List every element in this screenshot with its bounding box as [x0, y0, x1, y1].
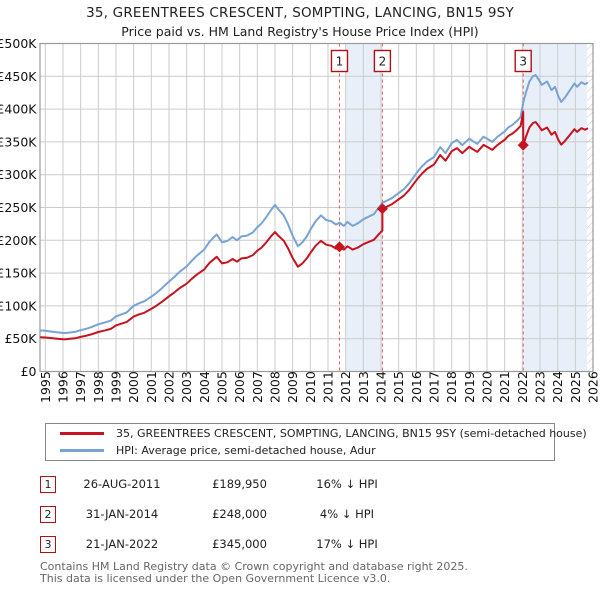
x-axis-label: 2021 — [497, 371, 512, 403]
y-axis-label: £0 — [21, 364, 37, 379]
y-axis-label: £450K — [0, 69, 37, 84]
sale-point-marker — [333, 241, 345, 253]
legend-label-price-paid: 35, GREENTREES CRESCENT, SOMPTING, LANCI… — [116, 427, 587, 440]
x-axis-label: 2013 — [356, 371, 371, 403]
plot-border — [39, 42, 594, 373]
page-subtitle: Price paid vs. HM Land Registry's House … — [121, 24, 479, 39]
x-axis-label: 1998 — [91, 371, 106, 403]
price-line-swatch — [60, 432, 104, 435]
y-axis-label: £50K — [4, 331, 37, 346]
sale-marker-number: 2 — [379, 55, 387, 69]
sale-marker-box — [373, 49, 392, 73]
y-axis-label: £300K — [0, 167, 37, 182]
x-axis-label: 2009 — [285, 371, 300, 403]
legend-label-hpi: HPI: Average price, semi-detached house,… — [116, 444, 376, 457]
transaction-date: 31-JAN-2014 — [85, 507, 159, 521]
transaction-hpi-delta: 17% ↓ HPI — [316, 537, 378, 551]
x-axis-label: 2005 — [214, 371, 229, 403]
sale-point-marker — [376, 203, 388, 215]
x-axis-label: 2019 — [462, 371, 477, 403]
y-axis-label: £400K — [0, 102, 37, 117]
x-axis-label: 2000 — [126, 371, 141, 403]
x-axis-label: 2026 — [586, 371, 600, 403]
transaction-price: £248,000 — [212, 507, 267, 521]
transaction-row-2: 2 31-JAN-2014 £248,000 4% ↓ HPI — [40, 499, 560, 529]
transaction-number-badge: 1 — [40, 475, 56, 493]
transaction-price: £189,950 — [212, 477, 267, 491]
footer-line-2: This data is licensed under the Open Gov… — [40, 572, 391, 585]
x-axis-label: 2015 — [391, 371, 406, 403]
x-axis-label: 2001 — [144, 371, 159, 403]
hpi-line-swatch — [60, 449, 104, 452]
y-axis-label: £350K — [0, 134, 37, 149]
transaction-price: £345,000 — [212, 537, 267, 551]
transaction-number-badge: 3 — [40, 535, 56, 553]
footer-line-1: Contains HM Land Registry data © Crown c… — [40, 560, 468, 573]
x-axis-label: 1996 — [55, 371, 70, 403]
transactions-table: 1 26-AUG-2011 £189,950 16% ↓ HPI 2 31-JA… — [40, 469, 560, 559]
transaction-date: 21-JAN-2022 — [85, 537, 159, 551]
transaction-row-1: 1 26-AUG-2011 £189,950 16% ↓ HPI — [40, 469, 560, 499]
x-axis-label: 1997 — [73, 371, 88, 403]
sale-marker-box — [330, 49, 349, 73]
x-axis-label: 2007 — [250, 371, 265, 403]
x-axis-label: 1999 — [108, 371, 123, 403]
x-axis-label: 2008 — [267, 371, 282, 403]
y-axis-label: £150K — [0, 266, 37, 281]
sale-marker-number: 1 — [336, 55, 344, 69]
sale-marker-box — [514, 49, 532, 73]
x-axis-label: 2014 — [373, 371, 388, 403]
x-axis-label: 2025 — [568, 371, 583, 403]
x-axis-label: 2011 — [320, 371, 335, 403]
page-title: 35, GREENTREES CRESCENT, SOMPTING, LANCI… — [86, 5, 514, 21]
legend-row-hpi: HPI: Average price, semi-detached house,… — [46, 443, 554, 458]
x-axis-label: 2010 — [303, 371, 318, 403]
transaction-number-badge: 2 — [40, 505, 56, 523]
legend-row-price-paid: 35, GREENTREES CRESCENT, SOMPTING, LANCI… — [46, 426, 587, 441]
x-axis-label: 2012 — [338, 371, 353, 403]
y-axis-label: £250K — [0, 200, 37, 215]
transaction-hpi-delta: 4% ↓ HPI — [319, 507, 375, 521]
transaction-date: 26-AUG-2011 — [83, 477, 161, 491]
hpi-line — [39, 74, 589, 335]
x-axis-label: 2018 — [444, 371, 459, 403]
y-axis-label: £200K — [0, 233, 37, 248]
sale-point-marker — [517, 139, 529, 151]
price-chart-canvas: 1 2 3 £0 £50K £100K £150K £200K £250K £300K £350K £… — [0, 36, 600, 403]
x-axis-label: 2003 — [179, 371, 194, 403]
x-axis-label: 2020 — [479, 371, 494, 403]
y-axis-label: £500K — [0, 36, 37, 51]
transaction-hpi-delta: 16% ↓ HPI — [316, 477, 378, 491]
license-footer: Contains HM Land Registry data © Crown c… — [40, 561, 468, 585]
x-axis-label: 2006 — [232, 371, 247, 403]
x-axis-label: 2024 — [550, 371, 565, 403]
x-axis-label: 2004 — [197, 371, 212, 403]
x-axis-label: 2017 — [426, 371, 441, 403]
x-axis-label: 2022 — [515, 371, 530, 403]
chart-legend: 35, GREENTREES CRESCENT, SOMPTING, LANCI… — [45, 423, 587, 461]
sale-marker-number: 3 — [519, 55, 527, 69]
x-axis-label: 2002 — [161, 371, 176, 403]
y-axis-label: £100K — [0, 298, 37, 313]
x-axis-label: 1995 — [38, 371, 53, 403]
transaction-row-3: 3 21-JAN-2022 £345,000 17% ↓ HPI — [40, 529, 560, 559]
x-axis-label: 2023 — [532, 371, 547, 403]
x-axis-label: 2016 — [409, 371, 424, 403]
